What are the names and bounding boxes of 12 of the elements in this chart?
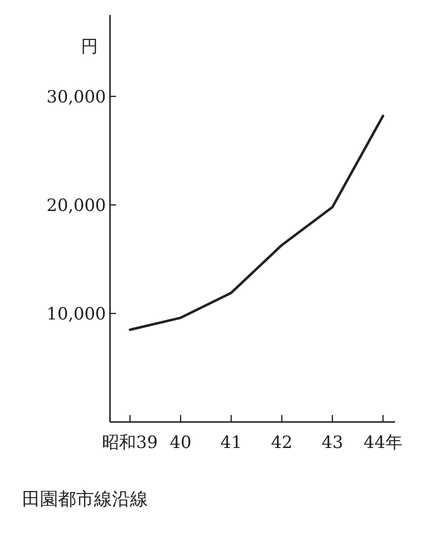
y-tick-label: 10,000 [46, 304, 106, 324]
y-tick-label: 20,000 [46, 196, 106, 216]
x-tick-label: 40 [170, 433, 192, 453]
x-tick-label: 昭和39 [102, 433, 158, 453]
text: 田園都市線沿線 [22, 489, 148, 510]
x-tick-label: 42 [270, 433, 293, 453]
x-tick-label: 44年 [364, 433, 402, 453]
y-tick-label: 30,000 [46, 87, 106, 108]
x-tick-label: 41 [220, 433, 242, 453]
y-axis-title: 円 [81, 37, 98, 57]
line-series [128, 114, 384, 331]
x-tick-label: 43 [322, 433, 344, 453]
